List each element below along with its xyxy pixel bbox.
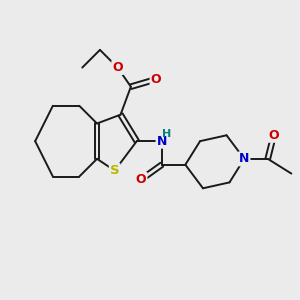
Text: N: N <box>239 152 249 165</box>
Text: O: O <box>112 61 123 74</box>
Text: O: O <box>151 73 161 86</box>
Text: O: O <box>268 129 279 142</box>
Text: H: H <box>163 129 172 139</box>
Text: N: N <box>157 135 167 148</box>
Text: S: S <box>110 164 119 177</box>
Text: O: O <box>136 173 146 186</box>
